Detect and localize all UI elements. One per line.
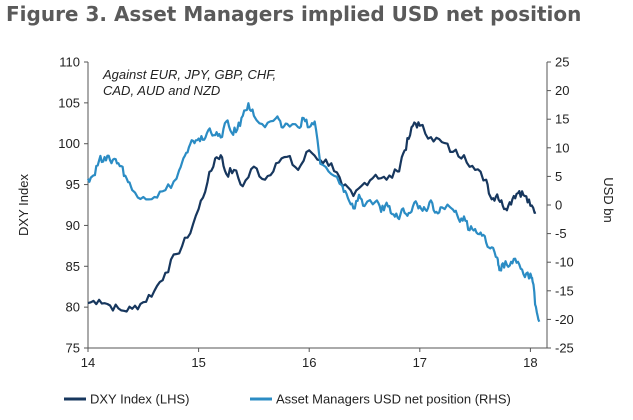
chart-lines xyxy=(86,102,541,323)
y-right-tick-label: -20 xyxy=(555,312,574,327)
y-right-tick-label: -10 xyxy=(555,255,574,270)
annotation-line: Against EUR, JPY, GBP, CHF, xyxy=(102,67,276,82)
y-right-tick-label: -25 xyxy=(555,341,574,356)
y-right-tick-label: 20 xyxy=(555,83,569,98)
chart-legend: DXY Index (LHS) Asset Managers USD net po… xyxy=(64,392,511,407)
y-right-tick-label: 25 xyxy=(555,55,569,70)
annotation-line: CAD, AUD and NZD xyxy=(103,83,220,98)
y-right-tick-label: -15 xyxy=(555,283,574,298)
y-left-tick-label: 95 xyxy=(66,177,80,192)
y-right-tick-label: 0 xyxy=(555,198,562,213)
y-left-tick-label: 100 xyxy=(58,136,80,151)
y-left-tick-label: 75 xyxy=(66,341,80,356)
chart-axes: 75 80 85 90 95 100 105 110 -25 -20 -15 -10 -5 0 5 10 15 2… xyxy=(16,55,616,371)
x-tick-label: 16 xyxy=(302,355,316,370)
x-tick-label: 18 xyxy=(523,355,537,370)
chart-annotation: Against EUR, JPY, GBP, CHF,CAD, AUD and … xyxy=(102,67,276,98)
y-right-tick-label: 15 xyxy=(555,112,569,127)
y-left-tick-label: 110 xyxy=(59,55,80,70)
figure-title: Figure 3. Asset Managers implied USD net… xyxy=(6,2,582,26)
y-left-tick-label: 80 xyxy=(66,300,80,315)
x-tick-label: 17 xyxy=(413,355,427,370)
y-left-tick-label: 105 xyxy=(58,95,80,110)
x-tick-label: 14 xyxy=(81,355,95,370)
y-right-axis-title: USD bn xyxy=(601,177,616,223)
y-right-tick-label: 5 xyxy=(555,169,562,184)
legend-label: DXY Index (LHS) xyxy=(90,392,189,407)
y-right-tick-label: 10 xyxy=(555,140,569,155)
series-line-1 xyxy=(87,121,537,313)
y-left-tick-label: 85 xyxy=(66,259,80,274)
y-left-tick-label: 90 xyxy=(66,218,80,233)
y-right-tick-label: -5 xyxy=(555,226,567,241)
x-tick-label: 15 xyxy=(191,355,205,370)
series-line-2 xyxy=(86,102,541,323)
legend-label: Asset Managers USD net position (RHS) xyxy=(276,392,511,407)
y-left-axis-title: DXY Index xyxy=(16,174,31,236)
